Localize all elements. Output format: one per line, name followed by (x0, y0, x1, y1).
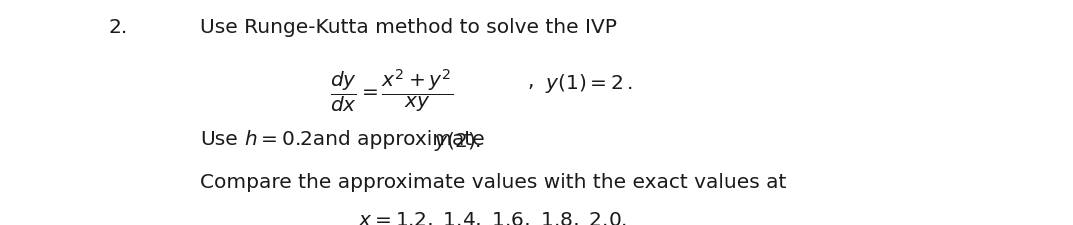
Text: $h = 0.2$: $h = 0.2$ (244, 129, 312, 148)
Text: $y(2).$: $y(2).$ (433, 129, 481, 152)
Text: Compare the approximate values with the exact values at: Compare the approximate values with the … (200, 172, 787, 191)
Text: Use Runge-Kutta method to solve the IVP: Use Runge-Kutta method to solve the IVP (200, 18, 617, 37)
Text: $y(1) = 2\,.$: $y(1) = 2\,.$ (545, 72, 633, 94)
Text: $x = 1.2,\ 1.4,\ 1.6,\ 1.8,\ 2.0.$: $x = 1.2,\ 1.4,\ 1.6,\ 1.8,\ 2.0.$ (358, 209, 628, 225)
Text: ,: , (527, 72, 533, 91)
Text: $\dfrac{dy}{dx} = \dfrac{x^2+y^2}{xy}$: $\dfrac{dy}{dx} = \dfrac{x^2+y^2}{xy}$ (330, 68, 453, 115)
Text: 2.: 2. (108, 18, 128, 37)
Text: and approximate: and approximate (300, 129, 485, 148)
Text: Use: Use (200, 129, 238, 148)
